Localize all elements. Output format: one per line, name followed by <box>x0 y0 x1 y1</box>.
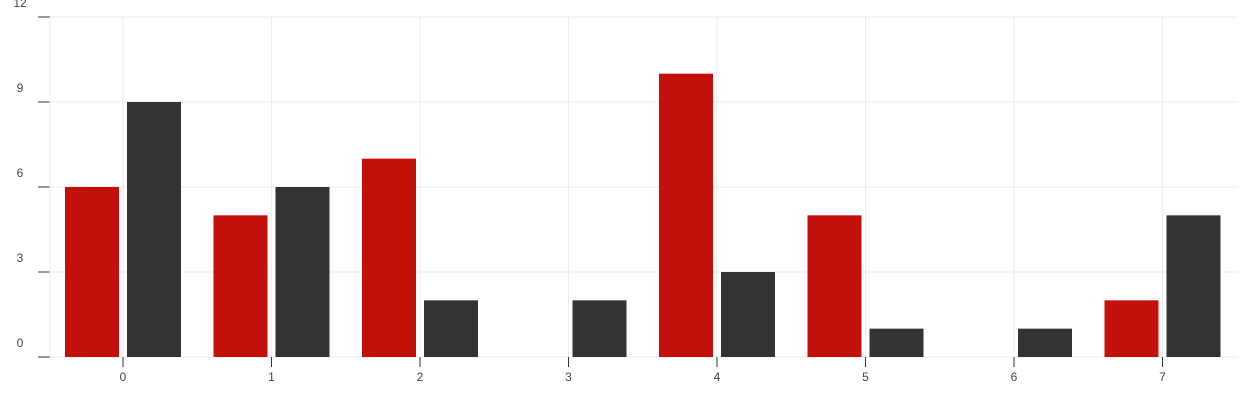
y-tick-label: 6 <box>17 166 24 180</box>
x-tick-label: 2 <box>417 370 424 384</box>
bar-series-1 <box>659 73 713 358</box>
x-tick-label: 1 <box>268 370 275 384</box>
bar-series-2 <box>721 272 775 357</box>
x-tick-label: 4 <box>714 370 721 384</box>
x-tick-label: 0 <box>120 370 127 384</box>
bar-series-1 <box>1104 300 1159 357</box>
bar-series-2 <box>424 300 478 357</box>
bar-series-1 <box>213 215 268 357</box>
bar-series-2 <box>572 300 627 357</box>
bar-series-2 <box>1166 215 1221 357</box>
bar-series-1 <box>362 158 416 357</box>
x-tick-label: 5 <box>862 370 869 384</box>
y-tick-label: 12 <box>13 0 27 10</box>
x-tick-label: 7 <box>1159 370 1166 384</box>
bars <box>65 73 1221 358</box>
bar-series-2 <box>869 328 924 357</box>
bar-series-2 <box>1018 328 1072 357</box>
bar-series-1 <box>807 215 862 357</box>
bar-series-2 <box>127 102 181 357</box>
x-tick-label: 3 <box>565 370 572 384</box>
x-tick-label: 6 <box>1011 370 1018 384</box>
axes <box>38 16 1163 367</box>
y-tick-label: 3 <box>17 251 24 265</box>
bar-series-2 <box>275 187 330 357</box>
y-tick-label: 0 <box>17 336 24 350</box>
bar-series-1 <box>65 187 119 357</box>
y-tick-label: 9 <box>17 81 24 95</box>
